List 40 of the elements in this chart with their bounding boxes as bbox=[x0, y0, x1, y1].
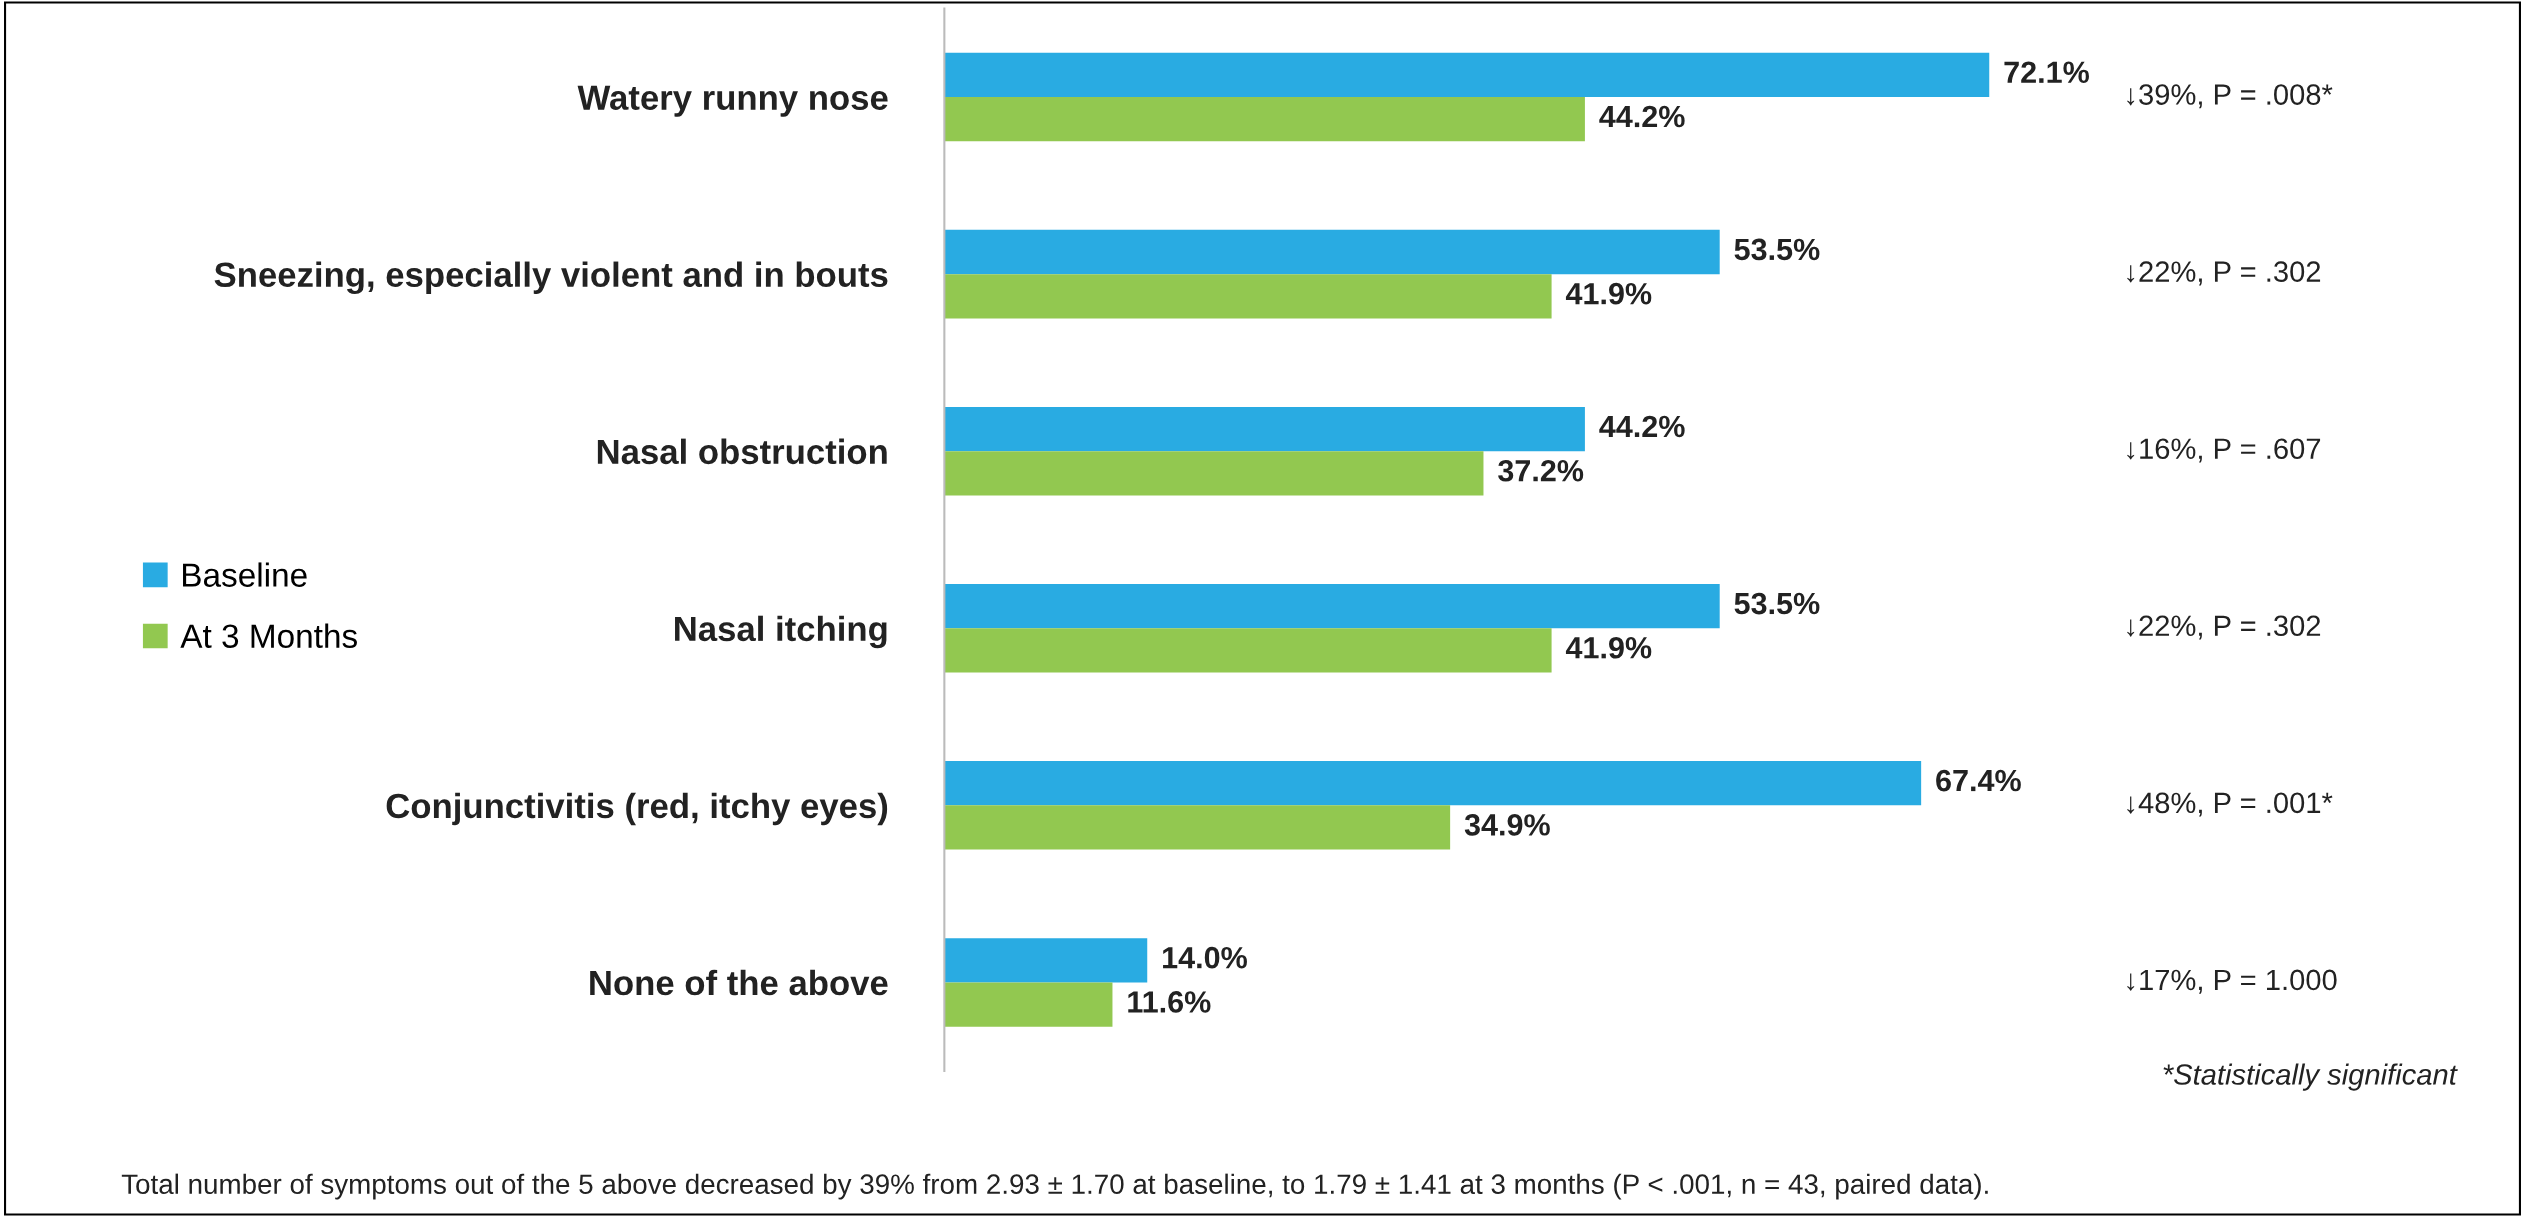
text: ↓48%, P = .001* bbox=[2127, 792, 2333, 817]
data-label: 37.2% bbox=[1498, 459, 1584, 482]
bar bbox=[944, 229, 1720, 275]
data-label: 53.5% bbox=[1734, 592, 1820, 615]
y-tick-label: Sneezing, especially violent and in bouts bbox=[214, 261, 888, 295]
bar bbox=[944, 451, 1484, 496]
data-label: 53.5% bbox=[1734, 238, 1820, 261]
data-label: 67.4% bbox=[1936, 769, 2021, 792]
text: ↓22%, P = .302 bbox=[2127, 261, 2321, 286]
y-tick-label: None of the above bbox=[590, 969, 888, 996]
data-label: 44.2% bbox=[1599, 105, 1685, 128]
data-label: 34.9% bbox=[1464, 814, 1550, 836]
data-label: 41.9% bbox=[1565, 282, 1652, 305]
y-tick-label: Nasal itching bbox=[675, 615, 887, 649]
data-label: 11.6% bbox=[1128, 991, 1211, 1013]
text: ↓16%, P = .607 bbox=[2127, 438, 2321, 463]
bar bbox=[944, 628, 1552, 673]
y-tick-label: Nasal obstruction bbox=[597, 438, 887, 465]
data-label: 41.9% bbox=[1565, 636, 1652, 659]
text: ↓39%, P = .008* bbox=[2127, 84, 2333, 109]
bar bbox=[944, 805, 1451, 850]
y-tick-label: Watery runny nose bbox=[577, 85, 888, 117]
bar bbox=[944, 274, 1552, 319]
bar bbox=[944, 406, 1585, 452]
bar bbox=[944, 761, 1922, 806]
text: Total number of symptoms out of the 5 above decreased by 39% from 2.93 ± 1.70 at baseline, to 1.79 ± 1.41 at 3 months (P < .001, n = 43, paired data). bbox=[121, 1173, 1988, 1200]
bar bbox=[944, 584, 1720, 629]
data-label: 72.1% bbox=[2004, 61, 2089, 84]
text: *Statistically significant bbox=[2163, 1063, 2458, 1091]
bar bbox=[944, 52, 1990, 98]
text: ↓22%, P = .302 bbox=[2127, 615, 2321, 640]
bar bbox=[944, 982, 1113, 1027]
legend-label: Baseline bbox=[183, 562, 307, 587]
bar bbox=[944, 97, 1585, 142]
y-tick-label: Conjunctivitis (red, itchy eyes) bbox=[386, 792, 888, 826]
text: ↓17%, P = 1.000 bbox=[2127, 969, 2337, 994]
data-label: 14.0% bbox=[1163, 946, 1247, 969]
bar bbox=[944, 938, 1148, 983]
legend-label: At 3 Months bbox=[180, 623, 357, 648]
data-label: 44.2% bbox=[1599, 415, 1685, 438]
